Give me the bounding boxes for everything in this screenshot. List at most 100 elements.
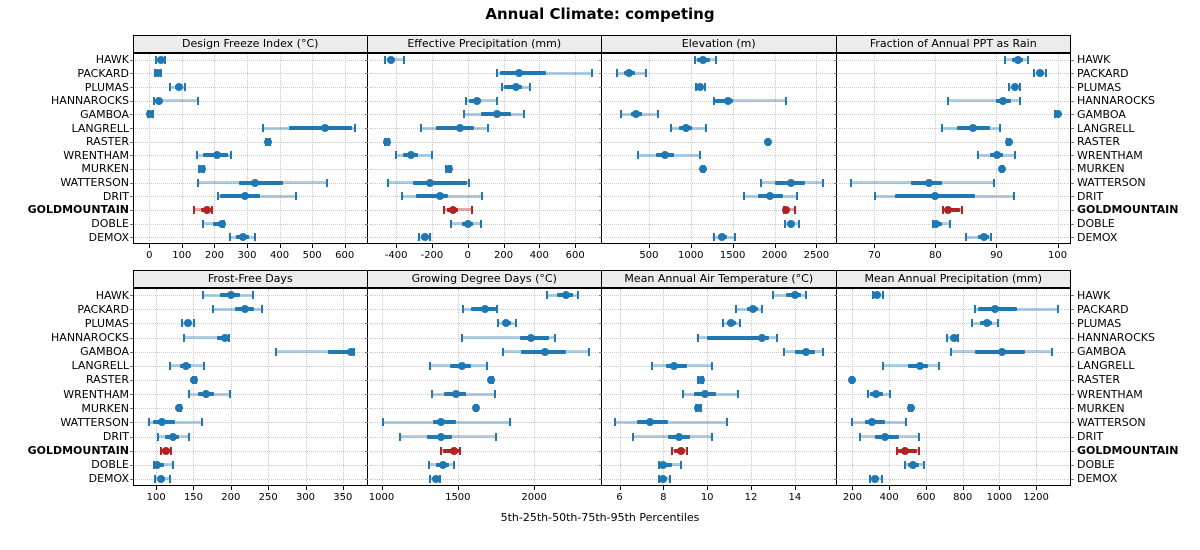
x-axis-tick [344, 244, 346, 248]
x-axis-tick [181, 244, 183, 248]
x-axis-tick-label: 1000 [986, 492, 1013, 503]
site-label-left: GAMBOA [80, 345, 129, 359]
x-axis-tick [996, 244, 998, 248]
x-axis-tick-label: 0 [146, 250, 153, 261]
panel-strip-title: Frost-Free Days [207, 272, 293, 285]
x-axis-tick [214, 244, 216, 248]
site-label-right: HANNAROCKS [1077, 94, 1155, 108]
chart-title: Annual Climate: competing [485, 5, 715, 23]
site-label-right: WRENTHAM [1077, 387, 1143, 401]
x-axis-tick-label: 70 [867, 250, 881, 261]
x-axis-tick-label: 1200 [1023, 492, 1049, 503]
site-label-right: PLUMAS [1077, 80, 1122, 94]
x-axis-tick-label: 6 [616, 492, 623, 503]
x-axis-tick [774, 244, 776, 248]
site-label-right: MURKEN [1077, 401, 1125, 415]
x-axis-tick-label: 600 [916, 492, 936, 503]
x-axis-tick-label: 10 [700, 492, 714, 503]
x-axis-tick-label: 8 [660, 492, 667, 503]
x-axis-tick-label: 150 [183, 492, 204, 503]
x-axis-tick [707, 486, 709, 490]
site-label-right: PACKARD [1077, 66, 1129, 80]
site-label-right: PACKARD [1077, 302, 1129, 316]
panel [602, 288, 837, 486]
site-label-left: WATTERSON [60, 415, 129, 429]
panel-strip-title: Mean Annual Precipitation (mm) [864, 272, 1042, 285]
site-label-left: HAWK [95, 53, 129, 67]
row-tick [1071, 464, 1074, 466]
x-axis-tick [816, 244, 818, 248]
panel [133, 288, 368, 486]
row-tick [1071, 408, 1074, 410]
x-axis-tick-label: 80 [929, 250, 942, 261]
panel-strip: Fraction of Annual PPT as Rain [836, 35, 1071, 53]
x-axis-tick-label: 100 [1048, 250, 1068, 261]
x-axis-tick [925, 486, 927, 490]
site-label-left: GAMBOA [80, 107, 129, 121]
x-axis-tick [1036, 486, 1038, 490]
panel-strip-title: Design Freeze Index (°C) [182, 37, 319, 50]
x-axis-tick [794, 486, 796, 490]
site-label-right: HAWK [1077, 288, 1111, 302]
site-label-right: DOBLE [1077, 217, 1115, 231]
x-axis-tick-label: 200 [221, 492, 241, 503]
panel-strip-title: Mean Annual Air Temperature (°C) [624, 272, 814, 285]
panel-strip: Growing Degree Days (°C) [367, 270, 602, 288]
site-label-right: WATTERSON [1077, 415, 1146, 429]
site-label-right: HAWK [1077, 53, 1111, 67]
row-tick [1071, 100, 1074, 102]
row-tick [1071, 237, 1074, 239]
site-label-right: GAMBOA [1077, 107, 1126, 121]
x-axis-tick [246, 244, 248, 248]
site-label-right: DEMOX [1077, 230, 1118, 244]
x-axis-tick [874, 244, 876, 248]
row-tick [1071, 394, 1074, 396]
row-tick [1071, 141, 1074, 143]
x-axis-tick [539, 244, 541, 248]
site-label-right: DOBLE [1077, 458, 1115, 472]
row-tick [1071, 323, 1074, 325]
x-axis-tick-label: 350 [333, 492, 353, 503]
row-tick [1071, 168, 1074, 170]
panel [133, 53, 368, 244]
site-label-left: LANGRELL [71, 359, 129, 373]
x-axis-tick [575, 244, 577, 248]
site-label-right: WRENTHAM [1077, 148, 1143, 162]
x-axis-tick-label: 14 [788, 492, 802, 503]
row-tick [1071, 196, 1074, 198]
x-axis-tick-label: 200 [493, 250, 514, 261]
site-label-right: HANNAROCKS [1077, 331, 1155, 344]
x-axis-tick [467, 244, 469, 248]
site-label-left: LANGRELL [71, 121, 129, 135]
x-axis-tick [852, 486, 854, 490]
row-tick [1071, 351, 1074, 353]
x-axis-tick-label: 500 [302, 250, 322, 261]
x-axis-tick-label: 600 [335, 250, 355, 261]
panel-strip-title: Effective Precipitation (mm) [407, 37, 562, 50]
site-label-left: MURKEN [81, 162, 129, 176]
x-axis-tick-label: 200 [842, 492, 863, 503]
row-tick [1071, 450, 1074, 452]
site-label-right: LANGRELL [1077, 359, 1135, 373]
x-axis-tick-label: 12 [744, 492, 758, 503]
x-axis-tick-label: 400 [529, 250, 549, 261]
panel [602, 53, 837, 244]
site-label-left: RASTER [85, 373, 129, 387]
axis-caption: 5th-25th-50th-75th-95th Percentiles [500, 511, 700, 524]
x-axis-tick-label: 1000 [678, 250, 704, 261]
row-tick [1071, 365, 1074, 367]
x-axis-tick-label: 90 [990, 250, 1003, 261]
x-axis-tick [619, 486, 621, 490]
x-axis-tick-label: 2000 [761, 250, 788, 261]
x-axis-tick [457, 486, 459, 490]
row-tick [1071, 223, 1074, 225]
x-axis-tick-label: 2000 [521, 492, 547, 503]
row-tick [1071, 422, 1074, 424]
row-tick [1071, 182, 1074, 184]
x-axis-tick [342, 486, 344, 490]
site-label-right: WATTERSON [1077, 176, 1146, 190]
site-label-left: PLUMAS [84, 316, 129, 330]
x-axis-tick [156, 486, 158, 490]
x-axis-tick-label: 500 [639, 250, 659, 261]
